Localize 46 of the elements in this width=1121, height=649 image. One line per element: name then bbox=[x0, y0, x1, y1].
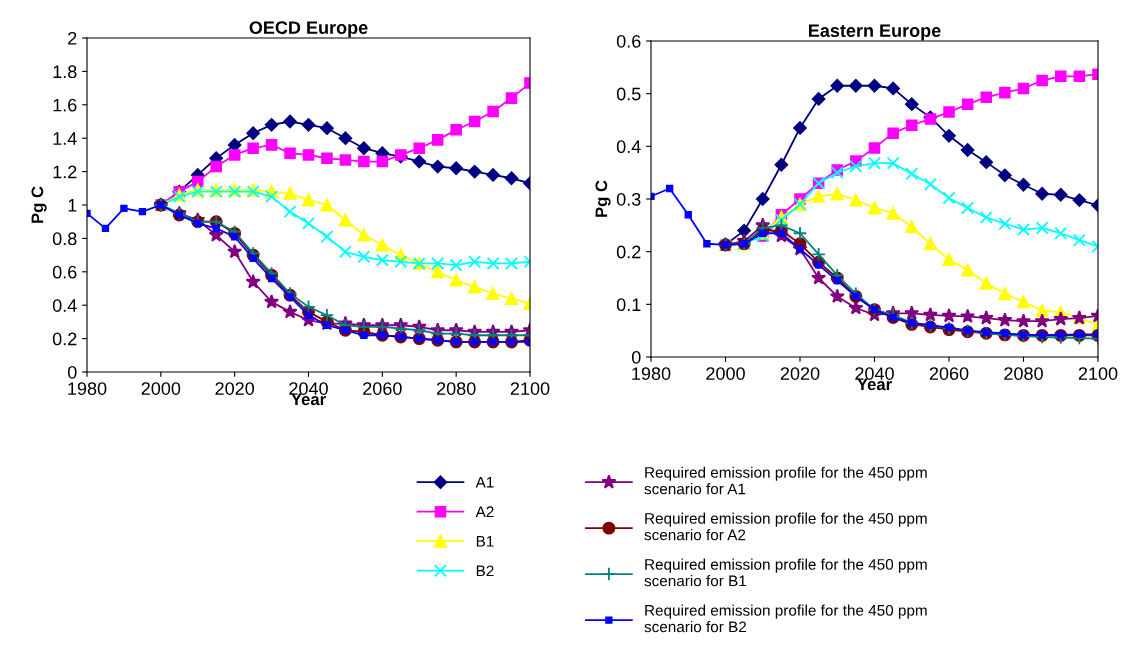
legend-label: B2 bbox=[476, 565, 494, 577]
chart-title: OECD Europe bbox=[249, 21, 368, 38]
y-tick-label: 0.5 bbox=[616, 87, 641, 101]
y-tick-label: 0.6 bbox=[616, 34, 641, 48]
x-tick-label: 2060 bbox=[929, 367, 969, 380]
x-tick-label: 2100 bbox=[510, 382, 550, 395]
y-tick-label: 1.2 bbox=[53, 165, 77, 179]
legend-label: A2 bbox=[475, 506, 494, 518]
x-tick-label: 1980 bbox=[632, 367, 671, 380]
x-tick-label: 2080 bbox=[1004, 367, 1043, 380]
x-tick-label: 2080 bbox=[436, 382, 476, 395]
legend-label: A1 bbox=[475, 477, 494, 488]
legend-label: Required emission profile for the 450 ppm scenario for A2 bbox=[644, 512, 927, 541]
y-tick-label: 0 bbox=[67, 365, 77, 379]
y-tick-label: 0.8 bbox=[52, 232, 77, 246]
y-tick-label: 0.3 bbox=[616, 192, 641, 206]
legend-label: Required emission profile for the 450 ppm scenario for B1 bbox=[644, 558, 927, 587]
legend-label: Required emission profile for the 450 ppm scenario for B2 bbox=[644, 604, 927, 633]
x-axis-title: Year bbox=[291, 393, 326, 406]
y-tick-label: 1.6 bbox=[53, 98, 77, 112]
y-tick-label: 0.2 bbox=[616, 245, 641, 259]
y-tick-label: 0.4 bbox=[616, 140, 641, 154]
legend-label: B1 bbox=[476, 536, 494, 547]
x-tick-label: 2000 bbox=[706, 367, 745, 380]
y-tick-label: 2 bbox=[68, 31, 77, 45]
x-tick-label: 1980 bbox=[68, 382, 107, 395]
y-tick-label: 1.4 bbox=[53, 132, 77, 145]
y-tick-label: 0.2 bbox=[52, 332, 77, 346]
x-tick-label: 2060 bbox=[363, 382, 402, 395]
x-tick-label: 2020 bbox=[215, 382, 255, 395]
y-tick-label: 1 bbox=[68, 199, 77, 212]
x-axis-title: Year bbox=[857, 378, 892, 391]
x-tick-label: 2000 bbox=[141, 382, 181, 395]
x-tick-label: 2040 bbox=[289, 382, 328, 395]
y-axis-title: Pg C bbox=[31, 186, 47, 223]
chart-title: Eastern Europe bbox=[808, 24, 941, 41]
y-tick-label: 0.4 bbox=[52, 299, 77, 312]
y-tick-label: 0.6 bbox=[52, 265, 77, 279]
y-tick-label: 0 bbox=[631, 350, 641, 364]
y-axis-title: Pg C bbox=[595, 180, 611, 217]
y-tick-label: 1.8 bbox=[53, 65, 77, 79]
x-tick-label: 2100 bbox=[1078, 367, 1118, 380]
legend-label: Required emission profile for the 450 ppm scenario for A1 bbox=[644, 466, 927, 495]
x-tick-label: 2020 bbox=[780, 367, 820, 380]
y-tick-label: 0.1 bbox=[616, 298, 641, 312]
x-tick-label: 2040 bbox=[855, 367, 894, 380]
